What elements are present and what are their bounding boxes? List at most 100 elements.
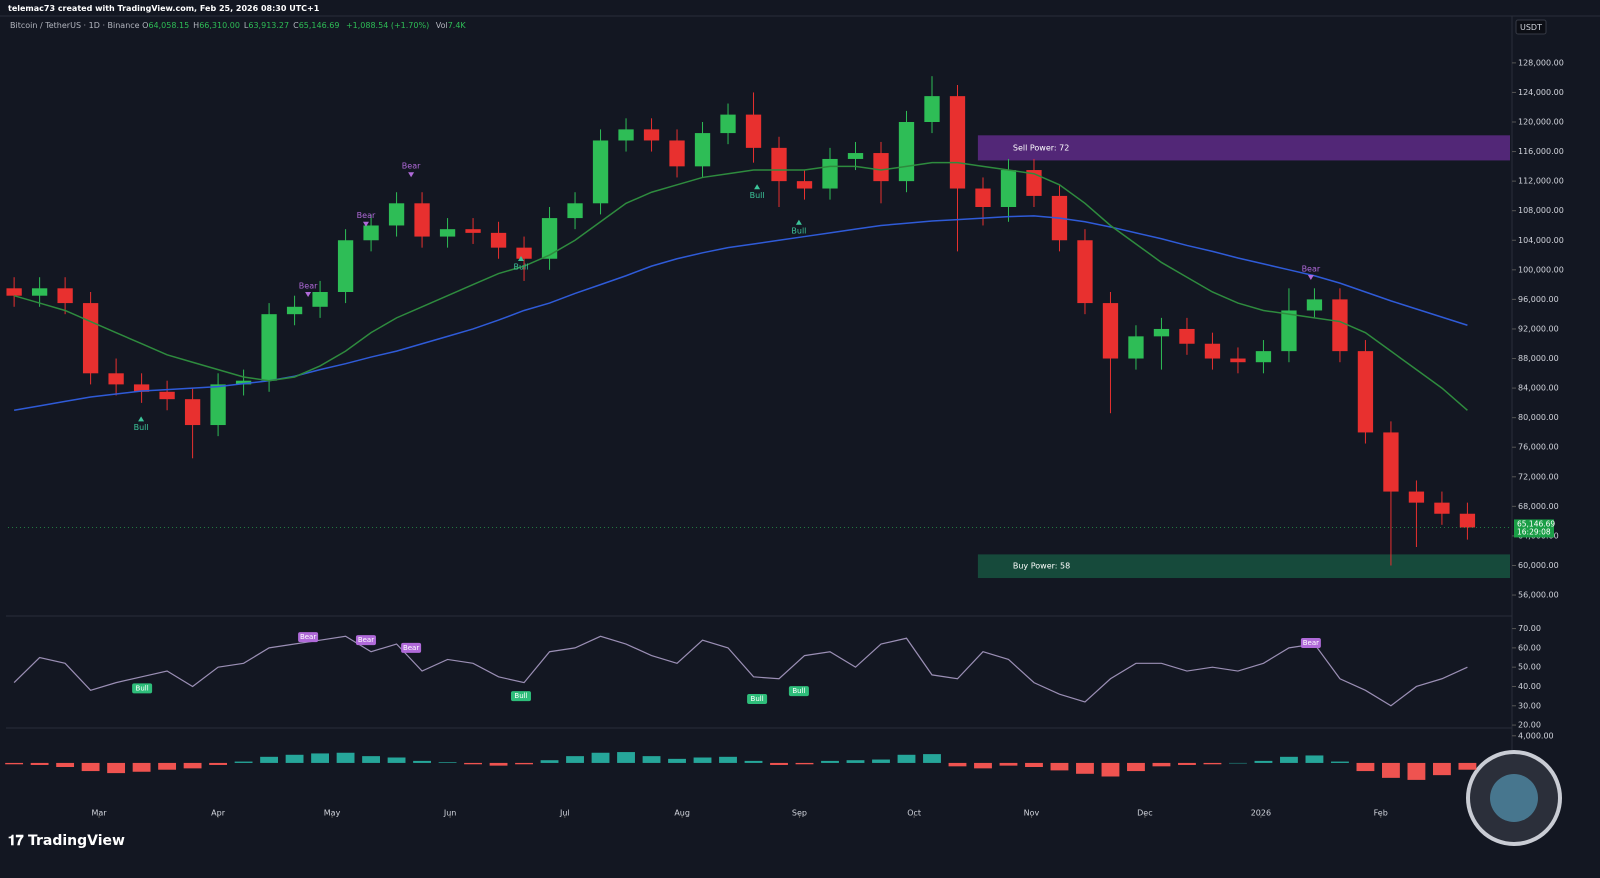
macd-bar: [1458, 762, 1477, 770]
macd-bar: [1305, 755, 1324, 763]
candle-body: [235, 380, 252, 385]
macd-bar: [1280, 756, 1298, 763]
signal-box: [355, 635, 376, 646]
candle-body: [643, 129, 660, 141]
y-tick-label: 20.00: [1518, 721, 1541, 730]
signal-label: Bull: [513, 263, 528, 272]
rsi-line: [13, 635, 1468, 707]
candle-body: [924, 96, 940, 122]
y-tick-label: 76,000.00: [1518, 443, 1559, 452]
candle-body: [873, 153, 889, 182]
signal-label: Bull: [750, 191, 765, 200]
candle-body: [1357, 351, 1374, 433]
candle-body: [1128, 336, 1144, 359]
candle-body: [516, 247, 532, 259]
candle-body: [133, 384, 150, 392]
y-tick-label: 30.00: [1518, 701, 1541, 710]
candle-body: [1077, 240, 1093, 304]
candle-body: [1204, 343, 1221, 359]
candle-body: [745, 114, 762, 148]
x-tick-label: Aug: [674, 809, 690, 818]
legend: Bitcoin / TetherUS · 1D · Binance O64,05…: [10, 21, 470, 30]
candle-body: [108, 373, 124, 385]
candle-body: [796, 181, 813, 189]
macd-bar: [846, 760, 865, 763]
macd-bar: [413, 760, 431, 763]
candle-body: [337, 240, 354, 292]
y-tick-label: 96,000.00: [1518, 295, 1559, 304]
signal-marker: [138, 416, 145, 422]
candle-body: [312, 292, 328, 307]
macd-bar: [5, 762, 24, 765]
y-tick-label: 124,000.00: [1518, 88, 1564, 97]
legend-value: 65,146.69: [298, 21, 340, 30]
signal-marker: [754, 184, 761, 190]
candle-body: [1281, 310, 1297, 352]
signal-box: [788, 686, 809, 697]
macd-bar: [668, 758, 686, 763]
signal-marker: [408, 172, 415, 178]
x-tick-label: Jul: [559, 809, 570, 818]
candle-body: [898, 122, 915, 182]
macd-bar: [489, 762, 508, 766]
y-tick-label: 56,000.00: [1518, 591, 1559, 600]
legend-value: 66,310.00: [199, 21, 240, 30]
candle-body: [541, 218, 558, 259]
candle-body: [1179, 328, 1195, 344]
signal-box: [747, 694, 768, 705]
y-tick-label: 50.00: [1518, 663, 1541, 672]
last-price-box: [1514, 519, 1554, 538]
y-tick-label: 40.00: [1518, 682, 1541, 691]
x-tick-label: 2026: [1251, 809, 1271, 818]
signal-label: Bull: [791, 226, 806, 235]
volume: 7.4K: [447, 21, 466, 30]
candle-body: [439, 229, 456, 237]
zone-label: Buy Power: 58: [1013, 562, 1070, 571]
moving-average: [13, 215, 1468, 411]
candle-body: [490, 232, 507, 248]
candle-body: [822, 158, 838, 189]
signal-marker: [795, 219, 802, 225]
macd-bar: [56, 762, 75, 767]
signal-marker: [1307, 274, 1314, 280]
legend-key: H: [193, 21, 200, 30]
macd-bar: [974, 762, 992, 769]
moving-average: [13, 161, 1468, 411]
signal-label: Bull: [792, 687, 805, 695]
zone: [977, 554, 1510, 579]
y-tick-label: 60.00: [1518, 643, 1541, 652]
candle-body: [388, 203, 405, 226]
macd-bar: [107, 762, 126, 774]
macd-bar: [1076, 762, 1094, 774]
signal-marker: [305, 291, 312, 297]
candle-body: [669, 140, 685, 167]
zone: [977, 135, 1510, 161]
macd-bar: [1331, 761, 1349, 763]
candle-body: [1408, 491, 1425, 503]
currency-box: [1515, 19, 1547, 35]
signal-marker: [362, 221, 369, 227]
macd-bar: [387, 757, 406, 763]
legend-key: O: [142, 21, 149, 30]
legend-key: L: [243, 21, 249, 30]
signal-marker: [517, 256, 524, 261]
macd-bar: [923, 754, 941, 763]
macd-bar: [1152, 762, 1171, 767]
y-tick-label: 60,000.00: [1518, 561, 1559, 570]
candle-body: [592, 140, 609, 204]
candle-body: [949, 96, 966, 189]
candle-body: [1383, 432, 1399, 492]
ohlc: O64,058.15 H66,310.00 L63,913.27 C65,146.69: [142, 21, 343, 30]
signal-label: Bear: [402, 162, 421, 171]
candle-body: [184, 399, 201, 426]
macd-bar: [642, 756, 661, 763]
brand-logo: 𝟏𝟕: [8, 833, 24, 849]
currency: USDT: [1520, 23, 1542, 32]
candle-body: [210, 384, 226, 426]
x-tick-label: Sep: [792, 809, 807, 818]
macd-bar: [591, 752, 610, 763]
credit: telemac73 created with TradingView.com, …: [8, 4, 320, 13]
macd-bar: [795, 762, 814, 765]
candle-body: [31, 288, 48, 296]
